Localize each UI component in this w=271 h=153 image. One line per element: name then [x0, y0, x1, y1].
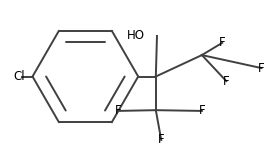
Text: F: F	[158, 134, 164, 146]
Text: F: F	[219, 36, 225, 49]
Text: F: F	[115, 104, 121, 117]
Text: F: F	[223, 75, 230, 88]
Text: F: F	[258, 62, 265, 75]
Text: Cl: Cl	[14, 70, 25, 83]
Text: F: F	[199, 104, 205, 117]
Text: HO: HO	[127, 30, 145, 42]
